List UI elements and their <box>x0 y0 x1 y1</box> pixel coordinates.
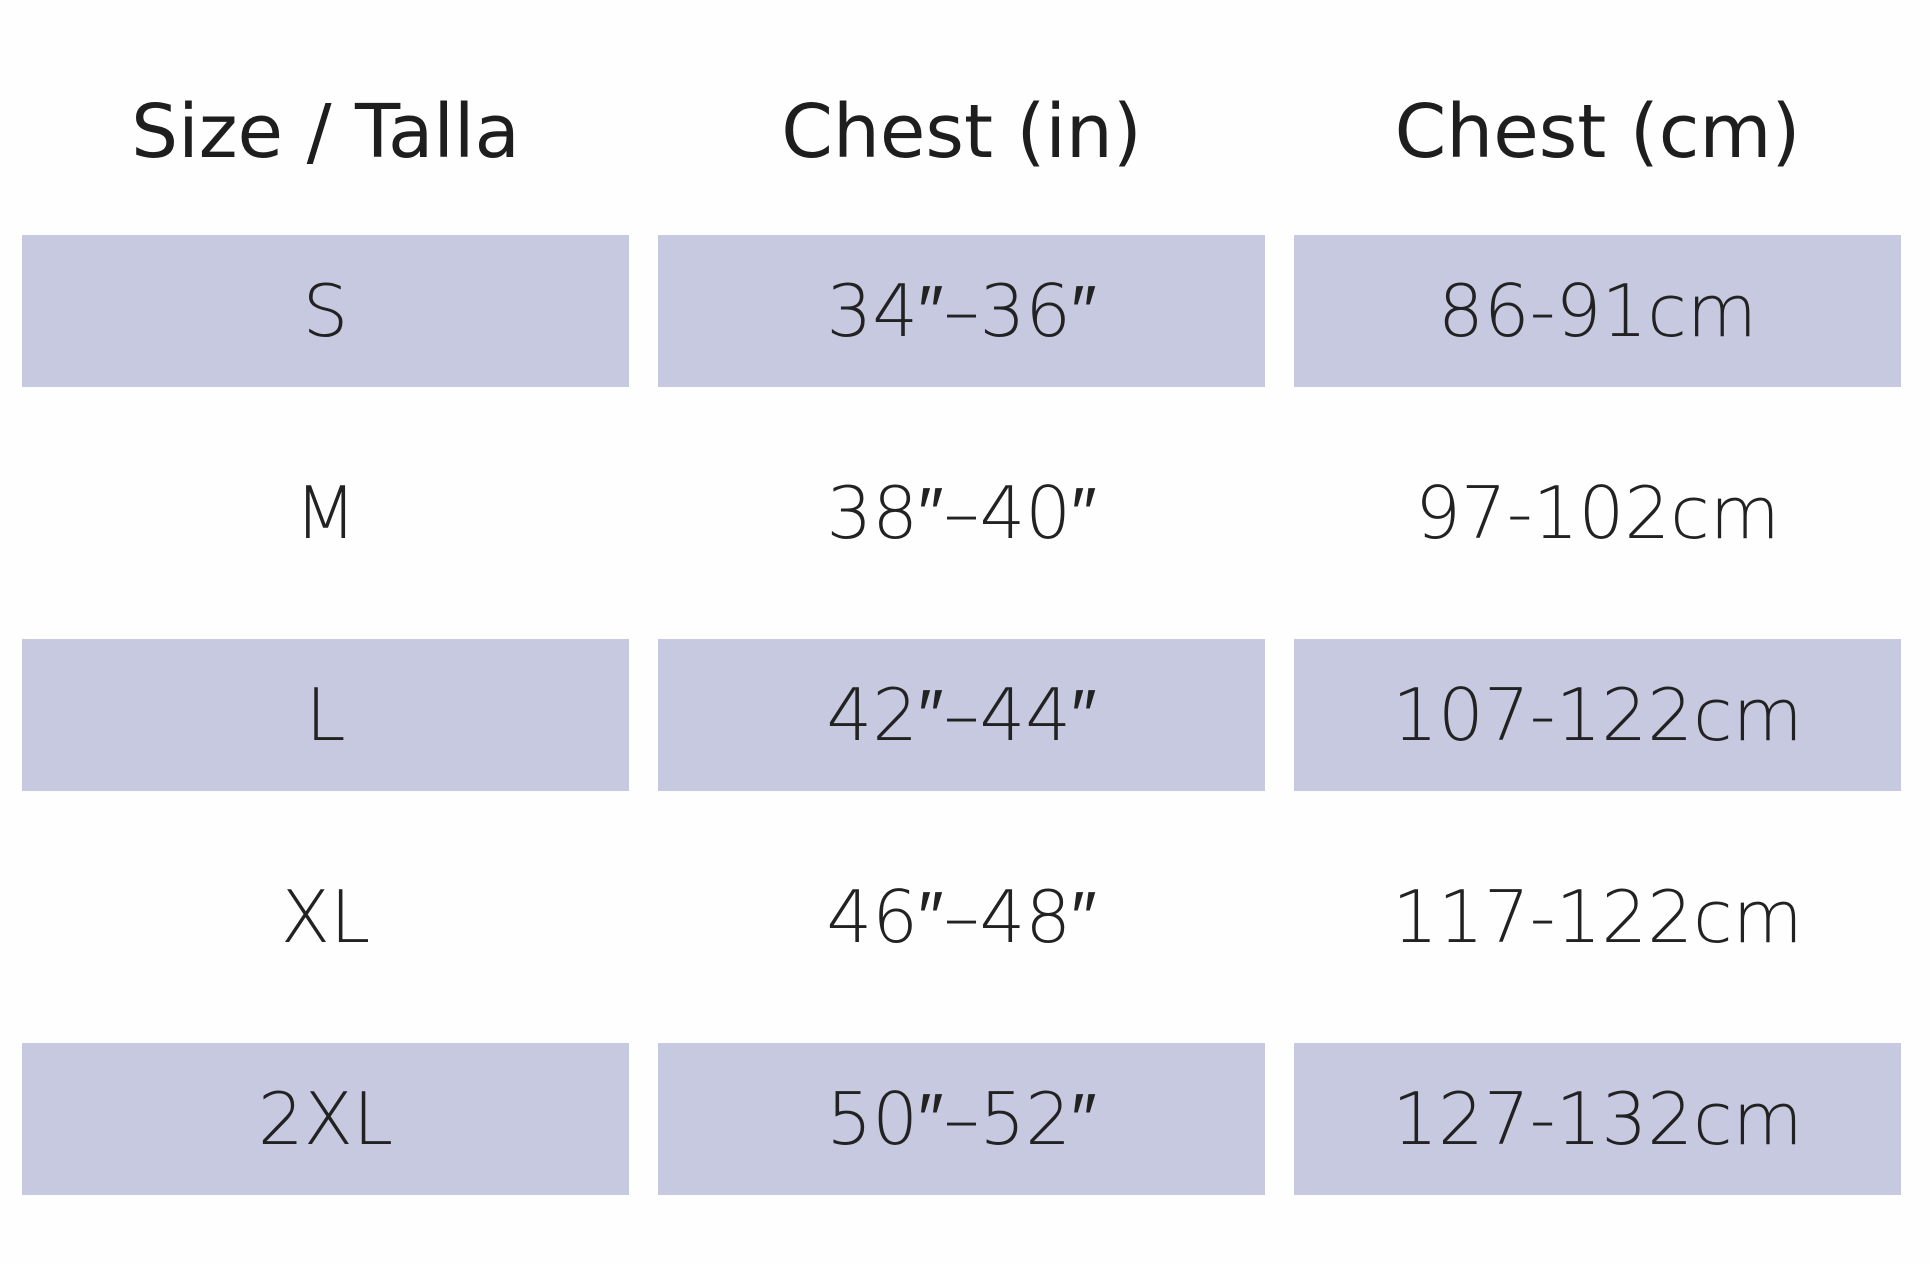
table-cell: L <box>22 639 629 791</box>
table-cell: 86-91cm <box>1294 235 1901 387</box>
column-header: Chest (in) <box>781 89 1142 175</box>
column-header: Chest (cm) <box>1394 89 1801 175</box>
table-cell: 2XL <box>22 1043 629 1195</box>
table-cell: 46″–48″ <box>826 875 1097 959</box>
table-cell: 97-102cm <box>1415 471 1780 555</box>
table-cell: 107-122cm <box>1294 639 1901 791</box>
table-cell: 42″–44″ <box>658 639 1265 791</box>
table-cell: 50″–52″ <box>658 1043 1265 1195</box>
table-cell: 34″–36″ <box>658 235 1265 387</box>
table-cell: 38″–40″ <box>826 471 1097 555</box>
table-cell: 117-122cm <box>1392 875 1803 959</box>
table-cell: XL <box>280 875 371 959</box>
table-cell: 127-132cm <box>1294 1043 1901 1195</box>
table-cell: M <box>294 471 357 555</box>
table-cell: S <box>22 235 629 387</box>
column-header: Size / Talla <box>131 89 520 175</box>
